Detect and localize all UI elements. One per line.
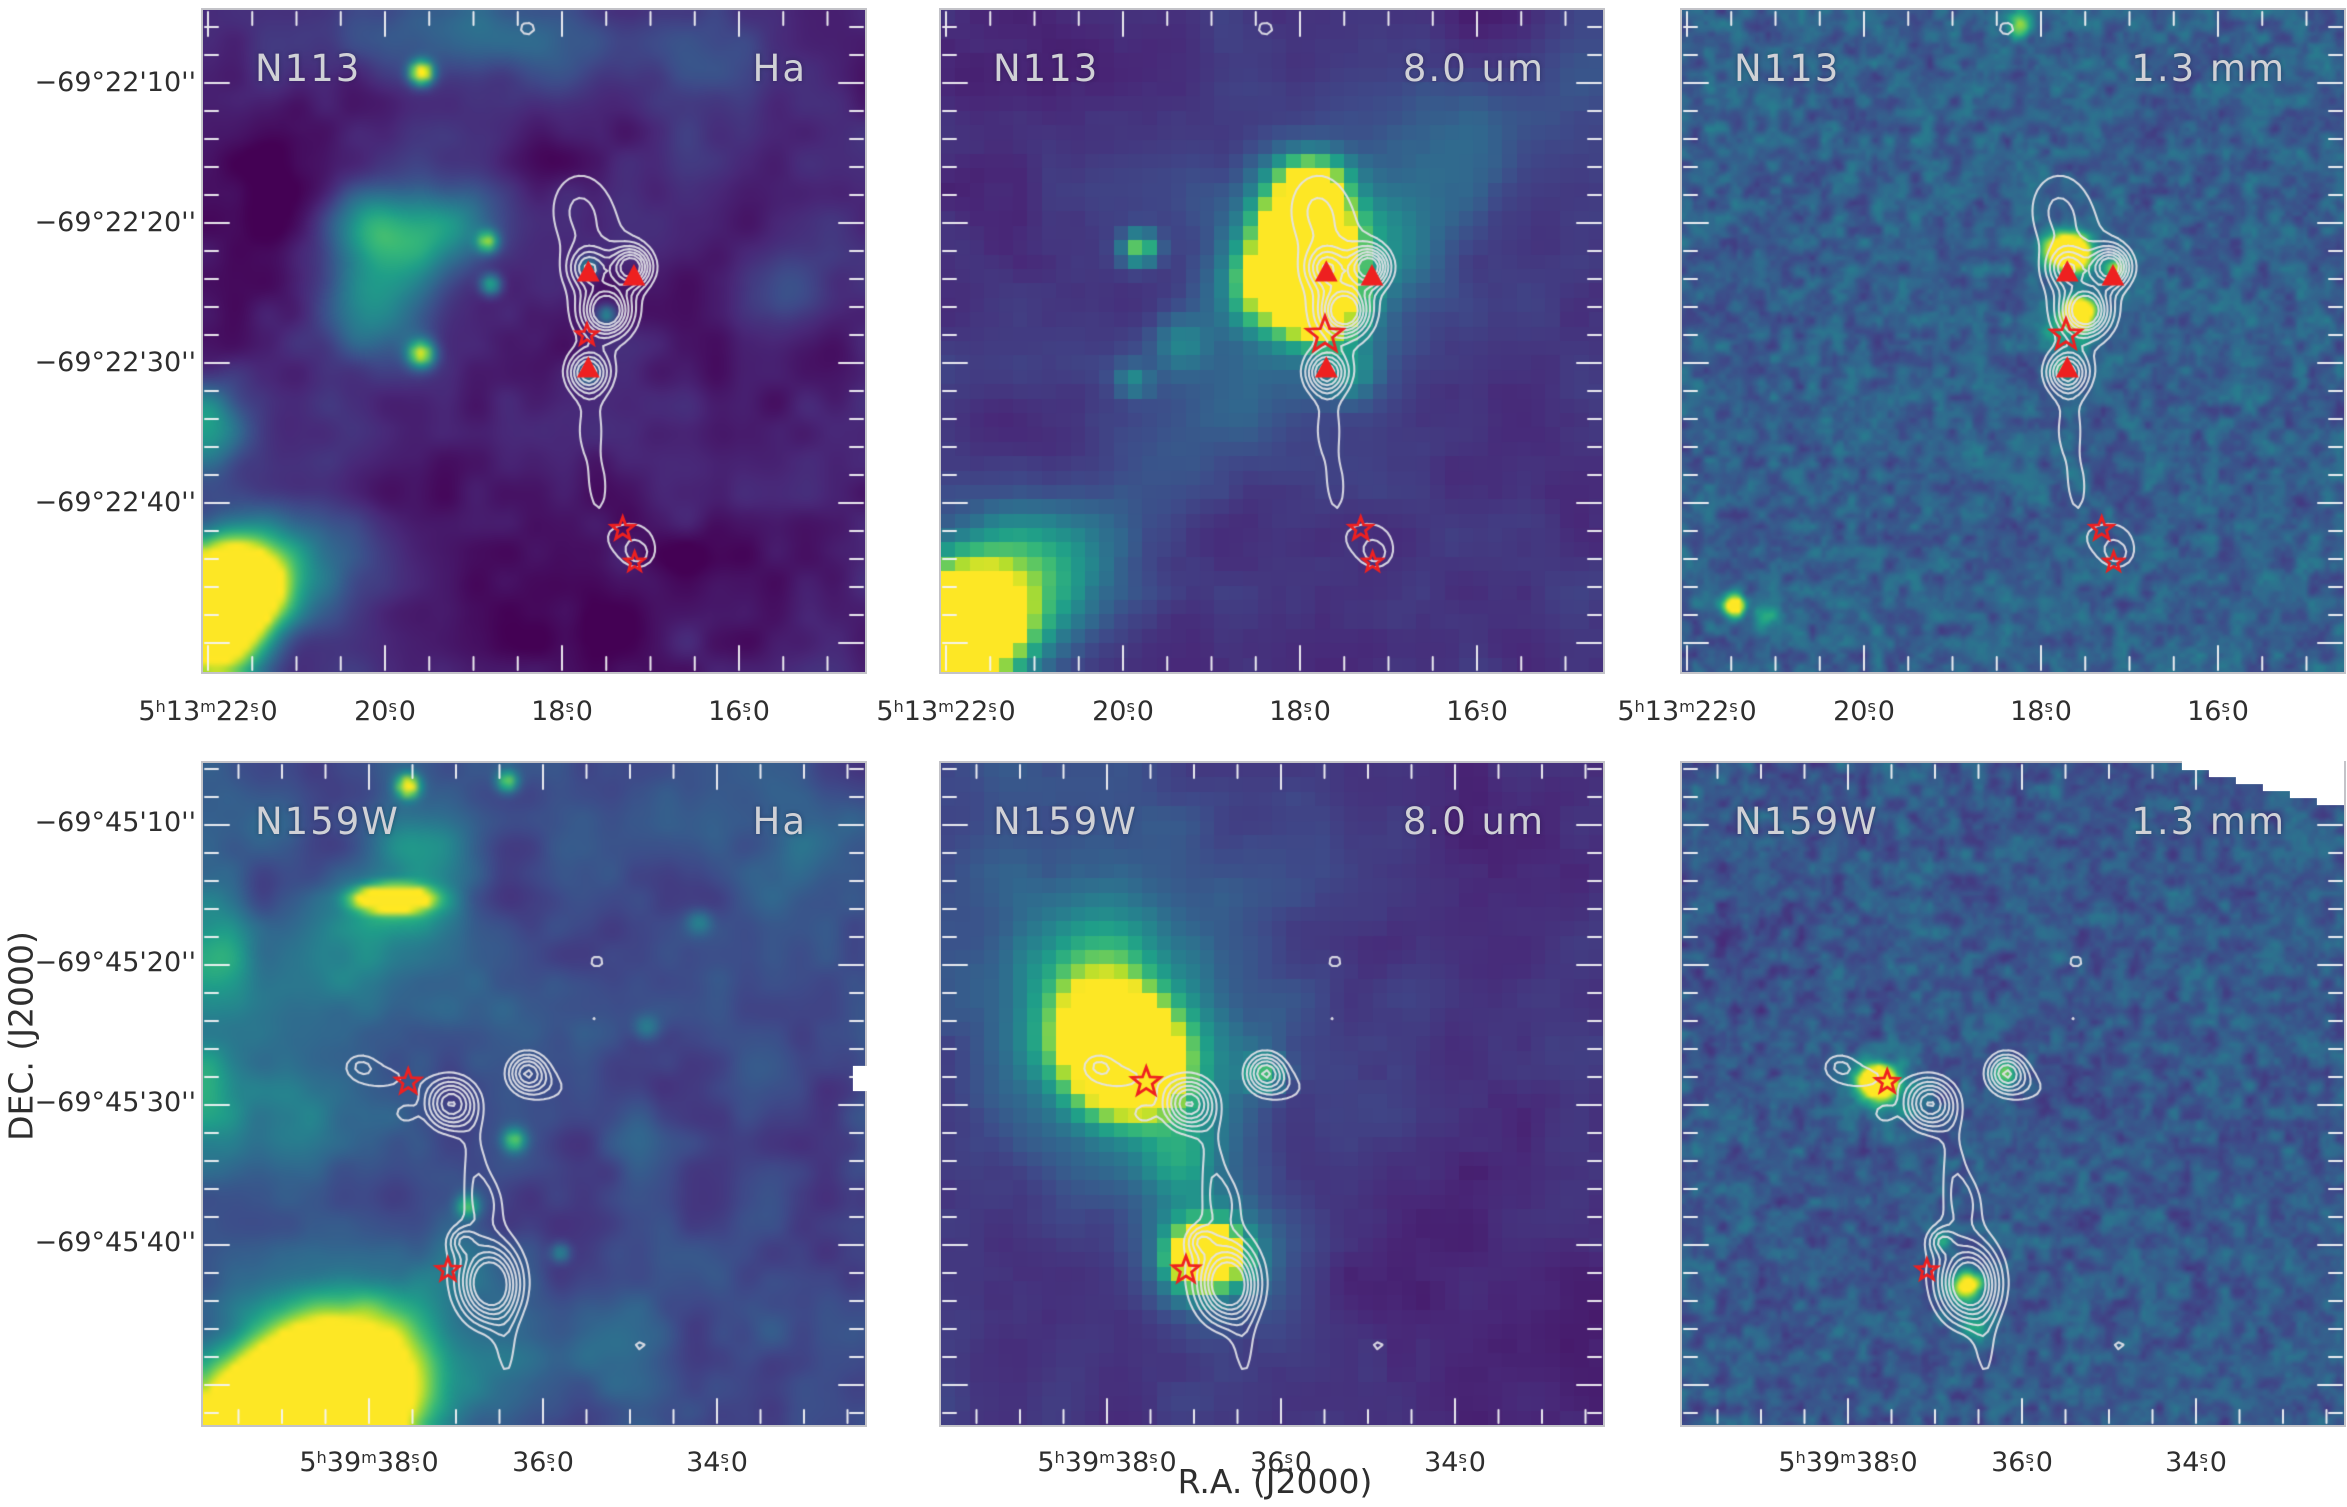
dec-tick-label: −69°45'20'' [34,947,196,978]
panel-region-label: N113 [993,47,1100,90]
panel-region-label: N159W [1734,800,1879,843]
ra-tick-label: 5h13m22s.0 [1617,696,1757,728]
ra-tick-label: 34s.0 [1424,1447,1486,1479]
staircase-step [2209,761,2236,777]
dec-tick-label: −69°45'10'' [34,807,196,838]
panel-n113-13mm: N113 1.3 mm [1680,8,2346,674]
panel-band-label: Ha [752,47,807,90]
panel-band-label: Ha [752,800,807,843]
ra-tick-label: 36s.0 [1250,1447,1312,1479]
ra-tick-label: 34s.0 [2165,1447,2227,1479]
ra-tick-label: 16s.0 [708,696,770,728]
ra-tick-label: 20s.0 [1833,696,1895,728]
staircase-step [2263,761,2290,791]
panel-band-label: 8.0 um [1402,800,1545,843]
panel-band-label: 8.0 um [1402,47,1545,90]
staircase-step [2182,761,2209,770]
panel-region-label: N159W [993,800,1138,843]
white-notch [853,1066,887,1091]
dec-tick-label: −69°22'30'' [34,347,196,378]
dec-tick-label: −69°22'10'' [34,67,196,98]
overlay-n159w-8um [941,763,1603,1425]
ra-tick-label: 18s.0 [2010,696,2072,728]
panel-band-label: 1.3 mm [2131,47,2286,90]
x-axis-title: R.A. (J2000) [1177,1462,1373,1501]
panel-region-label: N159W [255,800,400,843]
ra-tick-label: 18s.0 [1269,696,1331,728]
dec-tick-label: −69°22'40'' [34,487,196,518]
panel-n113-8um: N113 8.0 um [939,8,1605,674]
dec-tick-label: −69°45'40'' [34,1227,196,1258]
dec-tick-label: −69°45'30'' [34,1087,196,1118]
overlay-n159w-ha [203,763,865,1425]
ra-tick-label: 5h39m38s.0 [1778,1447,1918,1479]
panel-n159w-13mm: N159W 1.3 mm [1680,761,2346,1427]
staircase-step [2290,761,2317,798]
ra-tick-label: 20s.0 [354,696,416,728]
ra-tick-label: 5h39m38s.0 [1037,1447,1177,1479]
ra-tick-label: 5h13m22s.0 [138,696,278,728]
panel-n113-ha: N113 Ha [201,8,867,674]
ra-tick-label: 36s.0 [512,1447,574,1479]
staircase-step [2236,761,2263,784]
ra-tick-label: 16s.0 [1446,696,1508,728]
panel-n159w-8um: N159W 8.0 um [939,761,1605,1427]
overlay-n113-8um [941,10,1603,672]
ra-tick-label: 20s.0 [1092,696,1154,728]
overlay-n159w-13mm [1682,763,2344,1425]
ra-tick-label: 16s.0 [2187,696,2249,728]
dec-tick-label: −69°22'20'' [34,207,196,238]
ra-tick-label: 5h39m38s.0 [299,1447,439,1479]
overlay-n113-ha [203,10,865,672]
ra-tick-label: 5h13m22s.0 [876,696,1016,728]
ra-tick-label: 18s.0 [531,696,593,728]
overlay-n113-13mm [1682,10,2344,672]
staircase-step [2317,761,2344,805]
ra-tick-label: 36s.0 [1991,1447,2053,1479]
ra-tick-label: 34s.0 [686,1447,748,1479]
panel-band-label: 1.3 mm [2131,800,2286,843]
panel-n159w-ha: N159W Ha [201,761,887,1427]
panel-region-label: N113 [1734,47,1841,90]
panel-region-label: N113 [255,47,362,90]
